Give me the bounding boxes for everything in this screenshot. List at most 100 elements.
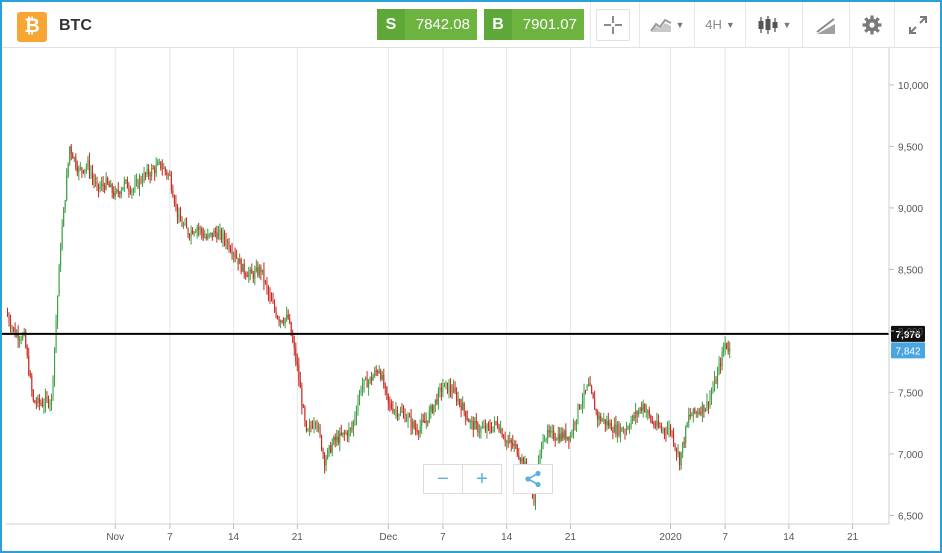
candle-body — [295, 348, 297, 362]
x-tick-label: Dec — [379, 532, 397, 543]
buy-tag: B — [484, 9, 512, 40]
candle-body — [656, 420, 658, 427]
candle-body — [50, 395, 53, 403]
candle-body — [407, 416, 409, 420]
candle-body — [290, 322, 292, 336]
candle-body — [469, 421, 471, 423]
candle-body — [463, 403, 465, 412]
candle-body — [363, 379, 365, 386]
price-chart[interactable]: 7,976 7,842 Nov 7 14 21 Dec 7 14 21 2020 7 14 21 10,0… — [2, 48, 940, 551]
candle-body — [686, 422, 688, 427]
candle-body — [310, 425, 312, 427]
line-chart-icon — [649, 18, 671, 32]
candle-body — [437, 390, 439, 404]
candle-body — [270, 297, 273, 302]
candlestick-icon — [758, 15, 778, 34]
interval-selector[interactable]: 4H ▼ — [694, 2, 745, 47]
candle-body — [554, 438, 556, 440]
candle-body — [721, 351, 723, 366]
candle-body — [413, 421, 415, 428]
candle-body — [148, 168, 150, 175]
candle-body — [184, 223, 186, 225]
candle-body — [111, 184, 113, 193]
candle-body — [349, 428, 351, 430]
zoom-in-button[interactable]: + — [462, 464, 502, 494]
candle-body — [22, 334, 24, 340]
candle-body — [481, 427, 483, 429]
candle-body — [612, 430, 614, 433]
candle-body — [210, 232, 212, 235]
candle-body — [507, 441, 509, 443]
candle-body — [78, 168, 80, 173]
candle-body — [117, 189, 119, 193]
candle-body — [565, 430, 567, 440]
candle-body — [572, 423, 574, 434]
candle-body — [378, 370, 380, 373]
candle-body — [456, 392, 458, 402]
candle-body — [195, 231, 197, 233]
candle-body — [609, 423, 611, 426]
candle-body — [292, 335, 294, 342]
candle-body — [624, 430, 626, 432]
candle-body — [707, 401, 709, 406]
candle-body — [155, 165, 157, 173]
candle-body — [358, 392, 361, 402]
candle-body — [639, 407, 641, 411]
candle-body — [563, 430, 565, 439]
candle-body — [720, 363, 722, 366]
drawing-tools-button[interactable] — [802, 2, 849, 47]
crosshair-button[interactable] — [590, 2, 635, 47]
fullscreen-button[interactable] — [894, 2, 940, 47]
candle-body — [158, 161, 160, 163]
candle-body — [580, 405, 582, 409]
candle-body — [550, 430, 552, 433]
share-button[interactable] — [513, 464, 553, 494]
candle-body — [96, 182, 98, 185]
candle-body — [223, 233, 226, 240]
candle-body — [205, 237, 207, 239]
candle-body — [665, 431, 667, 434]
candle-body — [324, 453, 326, 466]
candle-body — [151, 168, 153, 177]
candle-body — [422, 420, 424, 422]
candle-body — [302, 406, 304, 408]
candle-body — [594, 398, 596, 410]
candle-body — [606, 421, 608, 425]
candle-body — [396, 409, 398, 417]
candle-body — [318, 426, 320, 429]
candle-body — [266, 281, 268, 288]
candle-body — [237, 258, 239, 265]
candle-body — [466, 418, 468, 420]
candle-body — [214, 231, 216, 233]
candle-body — [384, 386, 386, 388]
candle-body — [685, 426, 687, 443]
candle-body — [219, 230, 221, 233]
candle-body — [638, 410, 640, 415]
chevron-down-icon: ▼ — [675, 19, 685, 30]
candle-body — [55, 322, 57, 348]
candle-body — [575, 419, 577, 425]
x-tick-label: 21 — [847, 532, 859, 543]
candle-body — [651, 420, 653, 423]
candle-body — [645, 411, 647, 413]
settings-button[interactable] — [849, 2, 894, 47]
candle-body — [636, 411, 638, 415]
candle-body — [40, 403, 42, 405]
zoom-out-button[interactable]: − — [423, 464, 463, 494]
candle-body — [187, 228, 189, 236]
candle-body — [598, 415, 600, 420]
candle-body — [126, 179, 128, 189]
candle-body — [142, 180, 144, 182]
sell-button[interactable]: S 7842.08 — [377, 9, 477, 40]
candle-body — [66, 175, 68, 201]
buy-button[interactable]: B 7901.07 — [484, 9, 584, 40]
candle-body — [401, 411, 403, 413]
candle-body — [277, 316, 279, 319]
candle-body — [60, 248, 62, 267]
candle-body — [157, 162, 159, 166]
x-tick-label: 7 — [722, 532, 728, 543]
candle-body — [299, 380, 301, 389]
candle-style-button[interactable]: ▼ — [745, 2, 802, 47]
candle-body — [425, 420, 427, 424]
chart-type-button[interactable]: ▼ — [639, 2, 694, 47]
